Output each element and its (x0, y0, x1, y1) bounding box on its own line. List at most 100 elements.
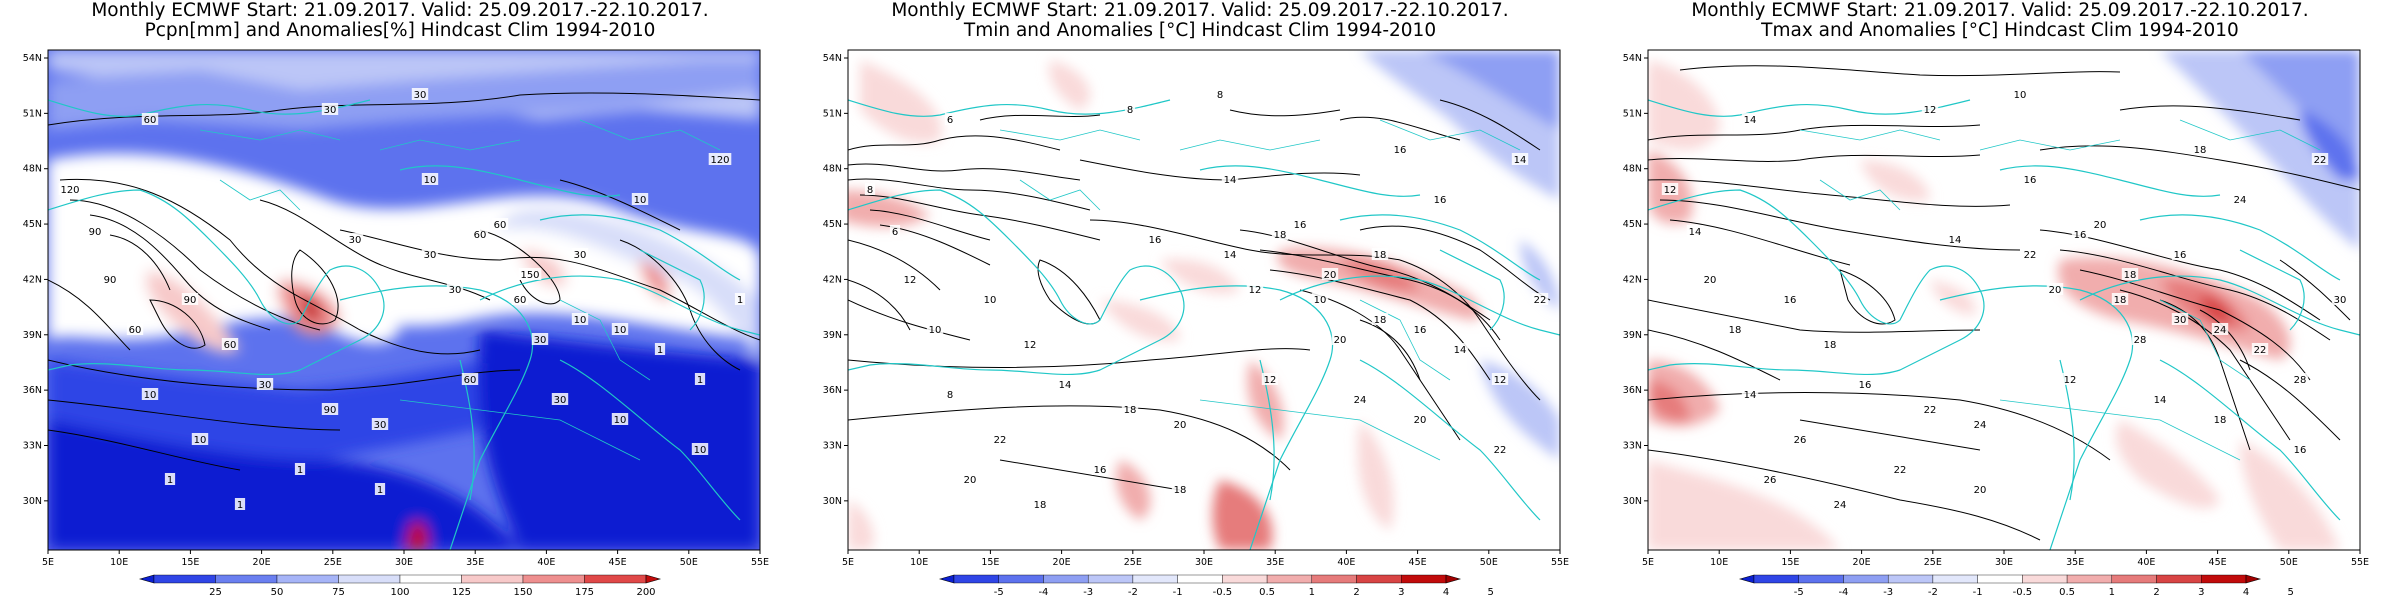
lat-tick-label: 33N (823, 440, 842, 451)
contour-label: 22 (2254, 345, 2267, 356)
colorbar-label: -5 (994, 587, 1004, 598)
colorbar-segment (216, 575, 278, 583)
contour-label: 8 (1127, 105, 1133, 116)
lon-tick-label: 20E (1053, 557, 1071, 568)
lat-tick-label: 42N (1623, 274, 1642, 285)
contour-label: 30 (414, 90, 427, 101)
contour-label: 12 (1249, 285, 1262, 296)
colorbar-label: 3 (1398, 587, 1404, 598)
colorbar-label: -5 (1794, 587, 1804, 598)
lon-tick-label: 10E (110, 557, 128, 568)
colorbar-label: 50 (271, 587, 284, 598)
colorbar-segment (400, 575, 462, 583)
contour-label: 22 (2314, 155, 2327, 166)
panel-tmax: Monthly ECMWF Start: 21.09.2017. Valid: … (1600, 0, 2400, 600)
colorbar-tmin: -5 -4 -3 -2 -1 -0.5 0.5 1 2 3 4 5 (800, 572, 1600, 600)
colorbar-label: 175 (575, 587, 594, 598)
lon-tick-label: 40E (1337, 557, 1355, 568)
contour-label: 10 (574, 315, 587, 326)
contour-label: 10 (614, 415, 627, 426)
contour-label: 22 (1894, 465, 1907, 476)
lat-tick-label: 48N (823, 164, 842, 175)
contour-label: 12 (1264, 375, 1277, 386)
colorbar-label: 150 (513, 587, 532, 598)
lat-tick-label: 51N (1623, 108, 1642, 119)
contour-label: 30 (534, 335, 547, 346)
colorbar-segment (1888, 575, 1933, 583)
contour-label: 20 (1324, 270, 1337, 281)
contour-label: 12 (1664, 185, 1677, 196)
contour-label: 60 (224, 340, 237, 351)
contour-label: 30 (2334, 295, 2347, 306)
lat-tick-label: 51N (23, 108, 42, 119)
contour-label: 14 (1059, 380, 1072, 391)
contour-label: 12 (1024, 340, 1037, 351)
lon-tick-label: 40E (2137, 557, 2155, 568)
lon-tick-label: 25E (1124, 557, 1142, 568)
contour-label: 90 (89, 227, 102, 238)
contour-label: 20 (1704, 275, 1717, 286)
lon-tick-label: 55E (2351, 557, 2369, 568)
contour-label: 16 (1149, 235, 1162, 246)
contour-label: 22 (1924, 405, 1937, 416)
colorbar-segment (339, 575, 401, 583)
lon-tick-label: 50E (2280, 557, 2298, 568)
colorbar-segment (154, 575, 216, 583)
contour-label: 16 (2174, 250, 2187, 261)
lon-tick-label: 15E (981, 557, 999, 568)
contour-label: 60 (464, 375, 477, 386)
contour-label: 16 (1859, 380, 1872, 391)
contour-label: 28 (2134, 335, 2147, 346)
colorbar-arrow-right (2246, 575, 2260, 583)
colorbar-segment (2157, 575, 2202, 583)
colorbar-label: -4 (1038, 587, 1048, 598)
lon-tick-label: 15E (181, 557, 199, 568)
contour-label: 30 (424, 250, 437, 261)
lat-tick-label: 45N (1623, 219, 1642, 230)
lon-tick-label: 35E (2066, 557, 2084, 568)
contour-label: 30 (554, 395, 567, 406)
lat-tick-label: 36N (823, 385, 842, 396)
lon-tick-label: 25E (1924, 557, 1942, 568)
lat-tick-label: 30N (23, 496, 42, 507)
colorbar-label: -0.5 (2013, 587, 2033, 598)
contour-label: 14 (1224, 175, 1237, 186)
colorbar-segment (1401, 575, 1446, 583)
lat-tick-label: 39N (23, 330, 42, 341)
contour-label: 22 (1494, 445, 1507, 456)
contour-label: 30 (349, 235, 362, 246)
contour-label: 10 (1314, 295, 1327, 306)
lat-tick-label: 30N (1623, 496, 1642, 507)
contour-label: 18 (1174, 485, 1187, 496)
map-pcpn: 60 30 30 120 90 90 60 30 30 60 150 60 30 30 60 30 10 120 9… (0, 0, 800, 570)
lat-tick-label: 39N (823, 330, 842, 341)
map-tmin: 6 8 8 8 6 10 12 14 16 18 20 16 14 12 10 18 16 14 12 10 8 18 20… (800, 0, 1600, 570)
contour-label: 10 (194, 435, 207, 446)
contour-label: 60 (494, 220, 507, 231)
contour-label: 12 (1494, 375, 1507, 386)
contour-label: 14 (1949, 235, 1962, 246)
contour-label: 20 (1414, 415, 1427, 426)
contour-label: 18 (1034, 500, 1047, 511)
contour-label: 28 (2294, 375, 2307, 386)
contour-label: 18 (2214, 415, 2227, 426)
colorbar-label: 1 (1309, 587, 1315, 598)
contour-label: 22 (994, 435, 1007, 446)
colorbar-segment (1843, 575, 1888, 583)
colorbar-arrow-right (1446, 575, 1460, 583)
contour-label: 6 (892, 227, 898, 238)
contour-label: 1 (697, 375, 703, 386)
colorbar-segment (999, 575, 1044, 583)
contour-label: 90 (184, 295, 197, 306)
colorbar-segment (1754, 575, 1799, 583)
colorbar-segment (277, 575, 339, 583)
contour-label: 14 (1224, 250, 1237, 261)
contour-label: 8 (947, 390, 953, 401)
colorbar-segment (1978, 575, 2023, 583)
colorbar-label: -2 (1928, 587, 1938, 598)
colorbar-segment (523, 575, 585, 583)
lon-tick-label: 5E (42, 557, 54, 568)
contour-label: 12 (904, 275, 917, 286)
contour-label: 8 (867, 185, 873, 196)
contour-label: 18 (1729, 325, 1742, 336)
